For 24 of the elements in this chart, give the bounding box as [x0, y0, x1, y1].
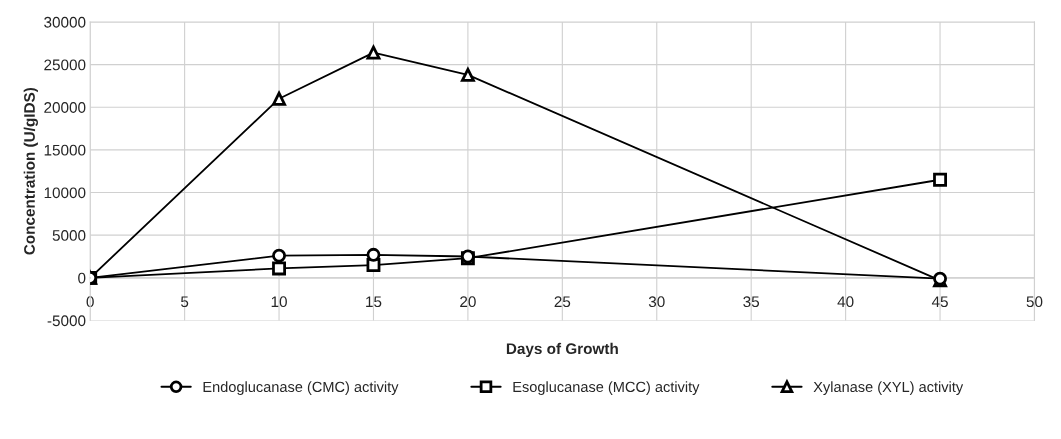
x-tick-label: 40: [837, 296, 854, 308]
x-tick-label: 15: [366, 296, 382, 308]
x-tick-label: 50: [1026, 296, 1043, 308]
y-tick-label: 30000: [44, 16, 86, 28]
x-tick-label: 30: [648, 296, 665, 308]
y-tick-label: 5000: [52, 230, 86, 241]
legend-label: Esoglucanase (MCC) activity: [513, 381, 700, 395]
legend-label: Endoglucanase (CMC) activity: [203, 381, 399, 395]
x-axis-title: Days of Growth: [506, 342, 618, 358]
x-tick-label: 20: [460, 296, 476, 308]
y-tick-label: 15000: [44, 144, 86, 156]
x-tick-label: 10: [271, 296, 287, 308]
y-tick-label: 20000: [44, 102, 86, 113]
legend-label: Xylanase (XYL) activity: [813, 381, 964, 395]
y-tick-label: 10000: [44, 187, 86, 199]
x-tick-label: 45: [931, 296, 948, 308]
x-tick-label: 5: [180, 296, 189, 308]
y-tick-label: 25000: [44, 59, 86, 71]
x-tick-label: 35: [743, 296, 760, 308]
x-tick-label: 0: [86, 296, 94, 308]
x-tick-label: 25: [554, 296, 571, 308]
y-axis-title: Concentration (U/gIDS): [23, 87, 38, 255]
y-tick-label: -5000: [47, 315, 86, 327]
y-tick-label: 0: [78, 272, 86, 284]
